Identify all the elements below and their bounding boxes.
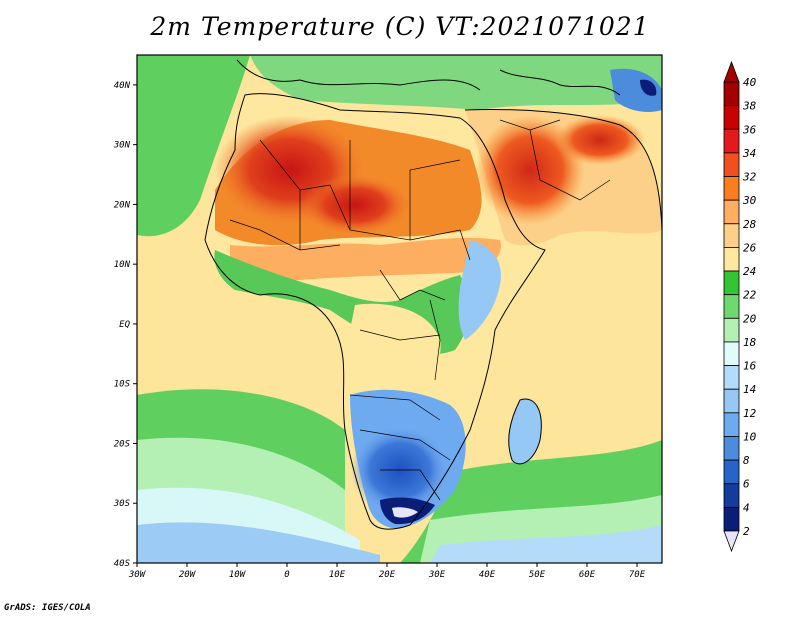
- colorbar-label: 34: [742, 147, 756, 160]
- lat-tick-label: 10S: [114, 380, 131, 390]
- colorbar-label: 24: [743, 265, 756, 278]
- lon-tick-label: 60E: [579, 570, 596, 580]
- colorbar-legend: 40 38 36 34 32 30 28 26 24 22 20 18 16 14 12 10 8 6 4 2: [723, 60, 757, 553]
- lon-tick-label: 10W: [229, 570, 247, 580]
- lat-tick-label: 30N: [113, 141, 131, 151]
- colorbar-swatch: [723, 199, 740, 225]
- colorbar-swatch: [723, 81, 740, 107]
- colorbar-label: 30: [742, 194, 757, 207]
- colorbar-label: 4: [743, 501, 750, 514]
- colorbar-swatch: [723, 128, 740, 154]
- colorbar-label: 28: [743, 218, 757, 231]
- lat-tick-label: EQ: [119, 320, 130, 330]
- map-frame: [136, 54, 663, 564]
- grads-credit: GrADS: IGES/COLA: [4, 603, 91, 613]
- colorbar-swatch: [723, 436, 740, 461]
- colorbar-swatch: [723, 506, 740, 532]
- lat-tick-label: 10N: [114, 260, 131, 270]
- colorbar-label: 22: [743, 289, 757, 302]
- lon-tick-label: 30W: [128, 570, 147, 580]
- lon-tick-label: 0: [284, 570, 289, 580]
- lat-tick-label: 20N: [114, 200, 131, 210]
- lon-tick-label: 50E: [529, 570, 546, 580]
- colorbar-label: 6: [743, 478, 750, 491]
- lon-tick-label: 20E: [379, 570, 396, 580]
- coastlines: [204, 59, 662, 530]
- colorbar-swatch: [723, 341, 740, 366]
- lat-tick-label: 20S: [114, 439, 131, 449]
- colorbar-swatch: [723, 223, 740, 248]
- colorbar-swatch: [723, 247, 740, 272]
- colorbar-label: 2: [743, 525, 750, 538]
- colorbar-swatch: [723, 365, 740, 390]
- lat-tick-label: 30S: [113, 499, 131, 509]
- lon-tick-label: 40E: [479, 570, 496, 580]
- colorbar-bottom-arrow: [723, 530, 740, 553]
- colorbar-swatch: [723, 105, 740, 130]
- colorbar-label: 40: [743, 76, 757, 89]
- colorbar-top-arrow: [723, 60, 740, 83]
- colorbar-label: 20: [743, 312, 757, 325]
- colorbar-swatch: [723, 294, 740, 319]
- colorbar-label: 32: [742, 171, 757, 184]
- colorbar-swatch: [723, 317, 740, 343]
- lat-tick-label: 40S: [114, 559, 131, 569]
- lon-tick-label: 70E: [629, 570, 646, 580]
- colorbar-swatch: [723, 176, 740, 201]
- lon-tick-label: 30E: [428, 570, 446, 580]
- colorbar-label: 38: [742, 100, 757, 113]
- colorbar-swatch: [723, 483, 740, 508]
- colorbar-label: 8: [743, 454, 750, 467]
- map-title: 2m Temperature (C) VT:2021071021: [150, 12, 650, 41]
- lon-tick-label: 10E: [329, 570, 346, 580]
- colorbar-swatch: [723, 388, 740, 414]
- colorbar-label: 26: [743, 241, 757, 254]
- colorbar-label: 18: [743, 336, 757, 349]
- colorbar-label: 14: [743, 383, 756, 396]
- lat-tick-label: 40N: [114, 81, 131, 91]
- colorbar-label: 36: [742, 123, 757, 136]
- lon-tick-label: 20W: [179, 570, 197, 580]
- colorbar-label: 16: [743, 360, 757, 373]
- colorbar-label: 10: [743, 430, 757, 443]
- longitude-ticks: 30W 20W 10W 0 10E 20E 30E 40E 50E 60E 70E: [128, 563, 646, 580]
- colorbar-swatch: [723, 412, 740, 437]
- colorbar-swatch: [723, 459, 740, 485]
- map-field: [137, 55, 662, 563]
- colorbar-swatch: [723, 152, 740, 177]
- colorbar-label: 12: [743, 407, 757, 420]
- latitude-ticks: 40N 30N 20N 10N EQ 10S 20S 30S 40S: [113, 81, 137, 569]
- colorbar-swatch: [723, 270, 740, 296]
- country-borders: [229, 119, 611, 501]
